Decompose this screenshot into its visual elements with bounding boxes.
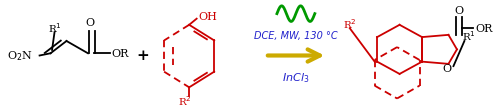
Text: R$^2$: R$^2$ bbox=[178, 93, 192, 107]
Text: OH: OH bbox=[198, 12, 217, 22]
Text: O: O bbox=[454, 6, 464, 16]
Text: OR: OR bbox=[112, 49, 129, 59]
Text: R$^1$: R$^1$ bbox=[462, 29, 476, 42]
Text: OR: OR bbox=[475, 24, 492, 34]
Text: DCE, MW, 130 °C: DCE, MW, 130 °C bbox=[254, 31, 338, 41]
Text: InCl$_3$: InCl$_3$ bbox=[282, 70, 310, 84]
Text: R$^2$: R$^2$ bbox=[343, 17, 356, 31]
Text: R$^1$: R$^1$ bbox=[48, 21, 62, 35]
Text: O: O bbox=[442, 63, 452, 73]
Text: O$_2$N: O$_2$N bbox=[6, 49, 32, 63]
Text: O: O bbox=[85, 18, 94, 28]
Text: +: + bbox=[136, 49, 149, 63]
